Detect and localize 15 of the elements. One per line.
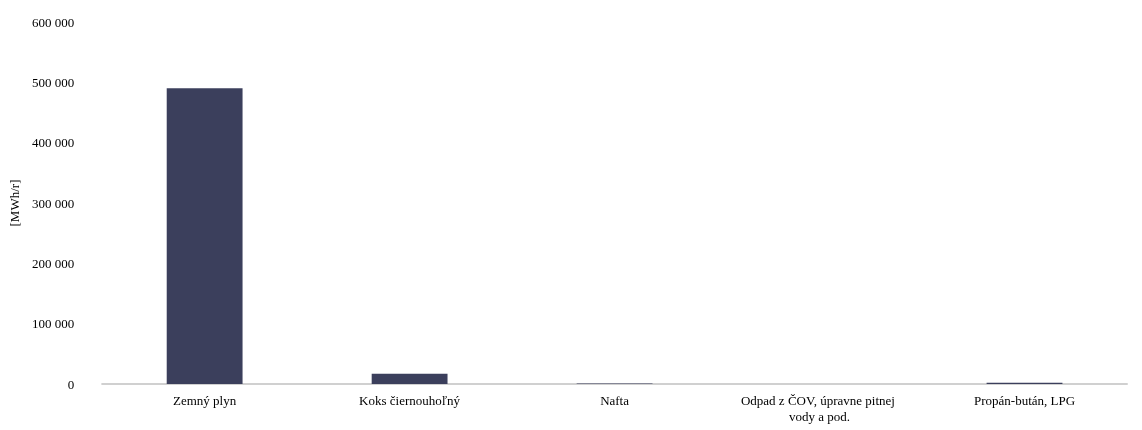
y-tick-label: 0 bbox=[67, 376, 75, 392]
y-tick-label: 300 000 bbox=[31, 195, 75, 211]
y-axis-title: [MWh/r] bbox=[7, 179, 22, 227]
x-tick-label: Propán-bután, LPG bbox=[973, 392, 1076, 408]
x-tick-label: Zemný plyn bbox=[173, 392, 237, 408]
x-tick-label: Nafta bbox=[600, 392, 630, 408]
y-tick-label: 200 000 bbox=[31, 255, 75, 271]
y-tick-label: 500 000 bbox=[31, 74, 75, 90]
bar bbox=[371, 373, 448, 384]
x-tick-label: Odpad z ČOV, úpravne pitnej vody a pod. bbox=[740, 392, 899, 424]
y-tick-label: 600 000 bbox=[31, 14, 75, 30]
x-tick-label: Koks čiernouhoľný bbox=[359, 392, 461, 408]
y-tick-label: 100 000 bbox=[31, 316, 75, 332]
bar bbox=[166, 88, 243, 384]
y-tick-label: 400 000 bbox=[31, 135, 75, 151]
